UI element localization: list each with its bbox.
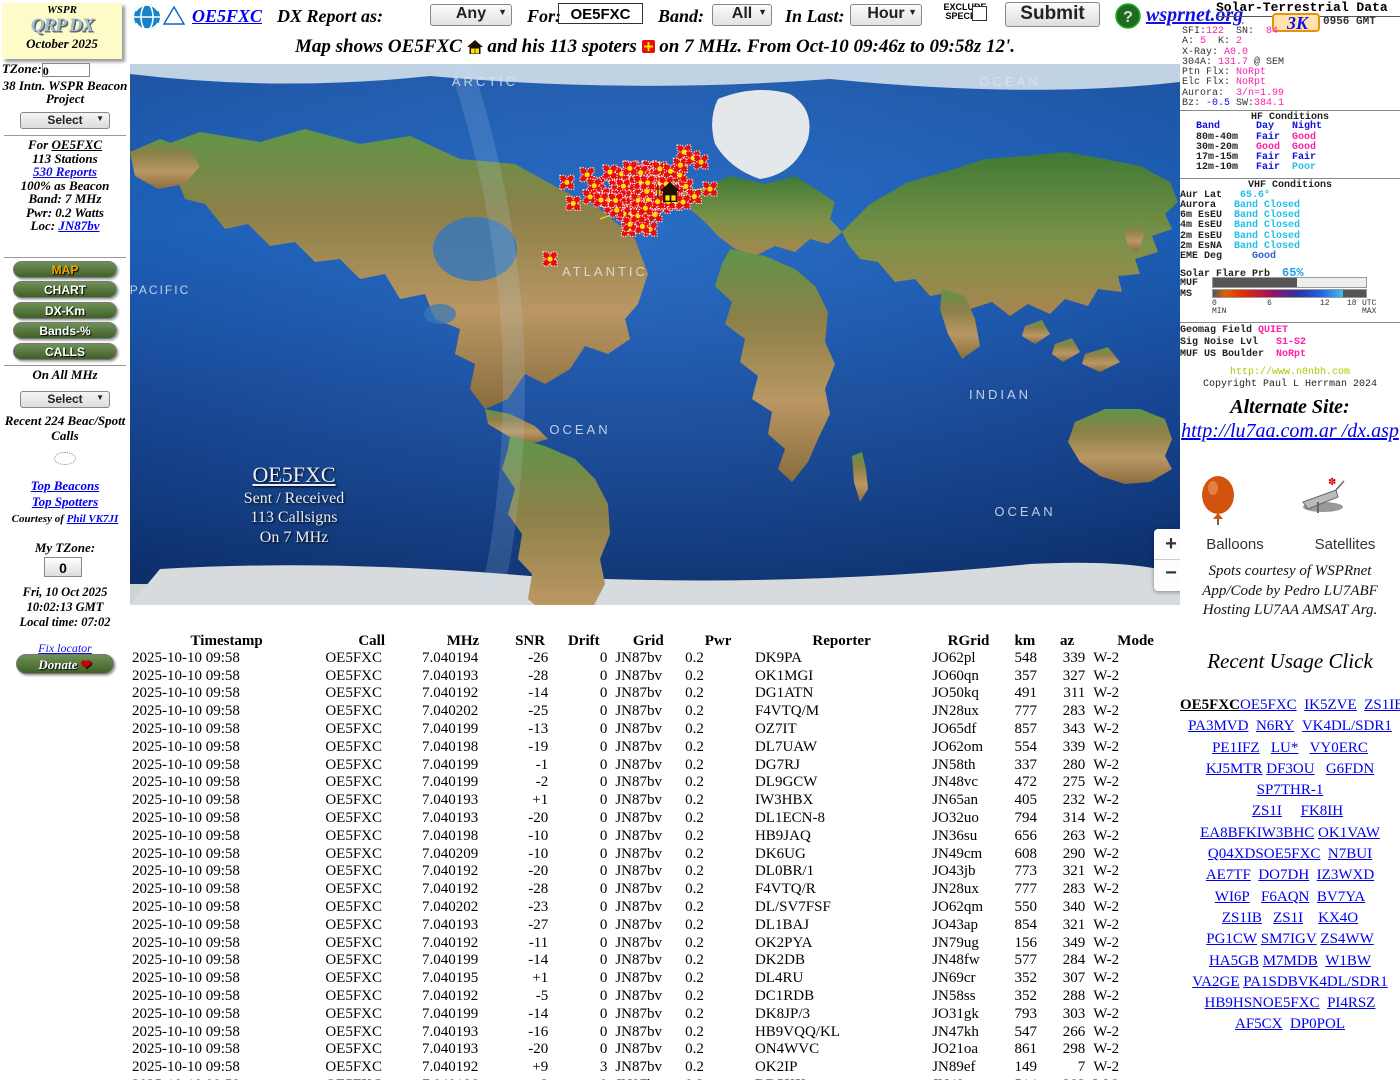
svg-text:✽: ✽ [1328, 477, 1336, 489]
svg-text:?: ? [1123, 9, 1133, 26]
